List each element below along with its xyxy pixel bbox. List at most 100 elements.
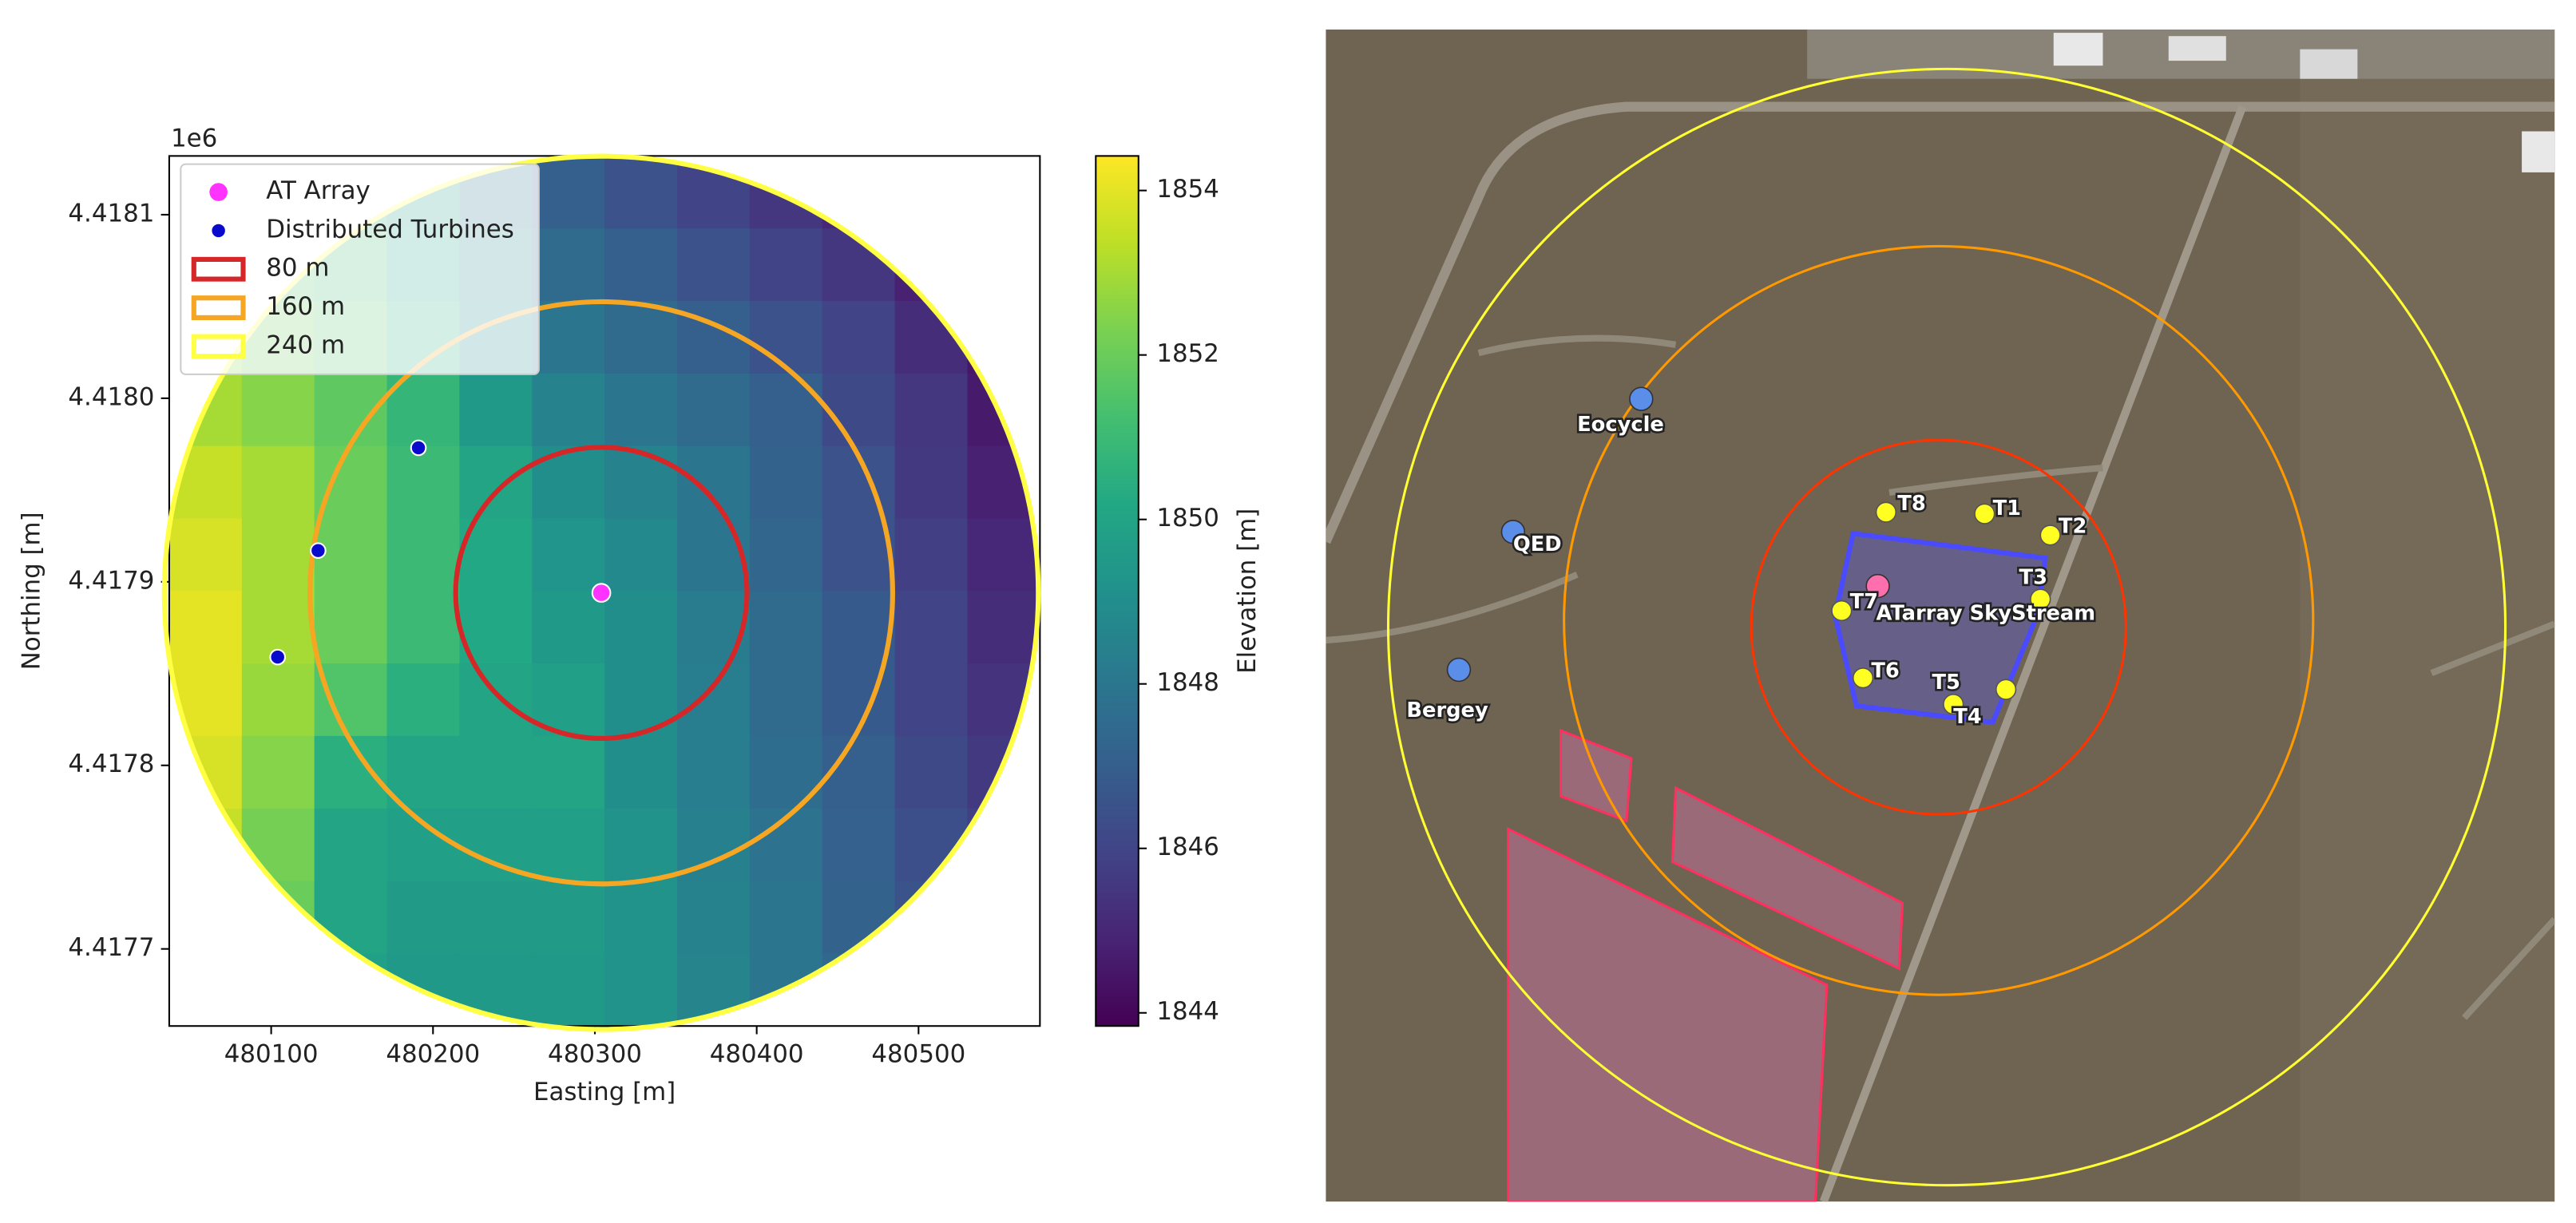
heatmap-cell bbox=[749, 373, 823, 447]
heatmap-cell bbox=[894, 445, 969, 520]
marker bbox=[1500, 520, 1526, 544]
heatmap-cell bbox=[386, 735, 461, 809]
map-label: ATarray SkyStream bbox=[1877, 602, 2096, 626]
ring-240 bbox=[1386, 67, 2507, 1187]
heatmap-cell bbox=[604, 881, 679, 955]
heatmap-cell bbox=[241, 373, 315, 447]
pin bbox=[1831, 600, 1853, 622]
satellite-image: Eocycle QED Bergey T8 T1 T2 T3 T7 ATarra… bbox=[1326, 30, 2555, 1202]
point bbox=[410, 439, 427, 457]
building bbox=[2522, 131, 2555, 172]
heatmap-cell bbox=[749, 301, 823, 375]
y-tick-label: 4.4177 bbox=[68, 933, 154, 962]
heatmap-cell bbox=[532, 953, 606, 1027]
pin bbox=[2030, 588, 2051, 610]
colorbar-tick-label: 1844 bbox=[1156, 997, 1219, 1026]
legend-marker bbox=[191, 295, 246, 320]
map-label: T4 bbox=[1953, 705, 1981, 729]
range-circle bbox=[453, 445, 750, 742]
heatmap-cell bbox=[168, 591, 244, 665]
map-label: QED bbox=[1513, 532, 1562, 556]
heatmap-cell bbox=[241, 735, 315, 809]
heatmap-cell bbox=[532, 735, 606, 809]
heatmap-cell bbox=[459, 881, 533, 955]
range-circle bbox=[307, 299, 895, 887]
colorbar-tick-label: 1848 bbox=[1156, 668, 1219, 697]
heatmap-cell bbox=[459, 663, 533, 738]
heatmap-cell bbox=[967, 301, 1039, 375]
heatmap-cell bbox=[168, 808, 244, 882]
elevation-chart: 1e6 Easting [m] Northing [m] Elevation [… bbox=[18, 124, 1262, 1106]
legend-label: Distributed Turbines bbox=[266, 215, 514, 243]
colorbar-label: Elevation [m] bbox=[1233, 509, 1262, 674]
heatmap-cell bbox=[676, 735, 751, 809]
x-axis-label: Easting [m] bbox=[533, 1078, 676, 1106]
marker bbox=[1446, 657, 1472, 683]
pin bbox=[1875, 501, 1897, 523]
legend-label: 240 m bbox=[266, 330, 345, 359]
heatmap-cell bbox=[532, 518, 606, 592]
colorbar-tick-label: 1846 bbox=[1156, 833, 1219, 861]
heatmap-cell bbox=[749, 156, 823, 230]
building bbox=[2168, 36, 2226, 61]
legend-marker bbox=[191, 334, 246, 359]
heatmap-cell bbox=[168, 735, 244, 809]
legend-marker bbox=[212, 224, 225, 238]
heatmap-cell bbox=[822, 373, 896, 447]
point bbox=[591, 583, 612, 603]
heatmap-cell bbox=[676, 445, 751, 520]
solar-array bbox=[1670, 786, 1904, 971]
heatmap-cell bbox=[459, 735, 533, 809]
y-axis-label: Northing [m] bbox=[18, 512, 46, 670]
colorbar bbox=[1095, 155, 1139, 1027]
heatmap-cell bbox=[532, 591, 606, 665]
road bbox=[1819, 105, 2247, 1202]
heatmap-cell bbox=[241, 881, 315, 955]
heatmap-cell bbox=[894, 663, 969, 738]
heatmap-cell bbox=[749, 228, 823, 303]
y-tick-label: 4.4178 bbox=[68, 750, 154, 778]
heatmap-cell bbox=[604, 735, 679, 809]
pushpins bbox=[1831, 501, 2061, 715]
ring-80 bbox=[1750, 438, 2127, 816]
heatmap-cell bbox=[168, 518, 244, 592]
heatmap-cell bbox=[386, 663, 461, 738]
colorbar-tick-label: 1852 bbox=[1156, 339, 1219, 368]
heatmap-cell bbox=[314, 591, 388, 665]
legend-label: AT Array bbox=[266, 176, 370, 205]
building bbox=[2300, 49, 2358, 79]
heatmap-cell bbox=[676, 881, 751, 955]
heatmap-cell bbox=[822, 808, 896, 882]
heatmap-cell bbox=[314, 445, 388, 520]
heatmap-cell bbox=[967, 808, 1039, 882]
heatmap-cell bbox=[967, 591, 1039, 665]
y-tick-label: 4.4181 bbox=[68, 199, 154, 228]
solar-array bbox=[1559, 728, 1633, 823]
heatmap-cell bbox=[314, 663, 388, 738]
heatmap-cell bbox=[604, 301, 679, 375]
heatmap-cell bbox=[532, 808, 606, 882]
markers bbox=[1446, 386, 1890, 683]
heatmap-cell bbox=[604, 373, 679, 447]
legend-marker bbox=[209, 183, 228, 201]
colorbar-tick-label: 1850 bbox=[1156, 504, 1219, 532]
track bbox=[1326, 334, 2555, 1020]
heatmap-cell bbox=[676, 228, 751, 303]
legend-label: 80 m bbox=[266, 254, 329, 283]
heatmap-cell bbox=[386, 518, 461, 592]
heatmap-cell bbox=[386, 808, 461, 882]
heatmap-cell bbox=[314, 735, 388, 809]
heatmap-cell bbox=[749, 591, 823, 665]
heatmap-cell bbox=[604, 663, 679, 738]
heatmap-cell bbox=[749, 518, 823, 592]
solar-array bbox=[1507, 826, 1829, 1202]
heatmap-cell bbox=[749, 735, 823, 809]
map-label: Eocycle bbox=[1577, 413, 1664, 437]
heatmap-cell bbox=[386, 591, 461, 665]
heatmap-cell bbox=[459, 373, 533, 447]
heatmap-cell bbox=[822, 301, 896, 375]
map-label: T6 bbox=[1871, 659, 1899, 683]
heatmap-cell bbox=[676, 663, 751, 738]
heatmap-cell bbox=[676, 373, 751, 447]
